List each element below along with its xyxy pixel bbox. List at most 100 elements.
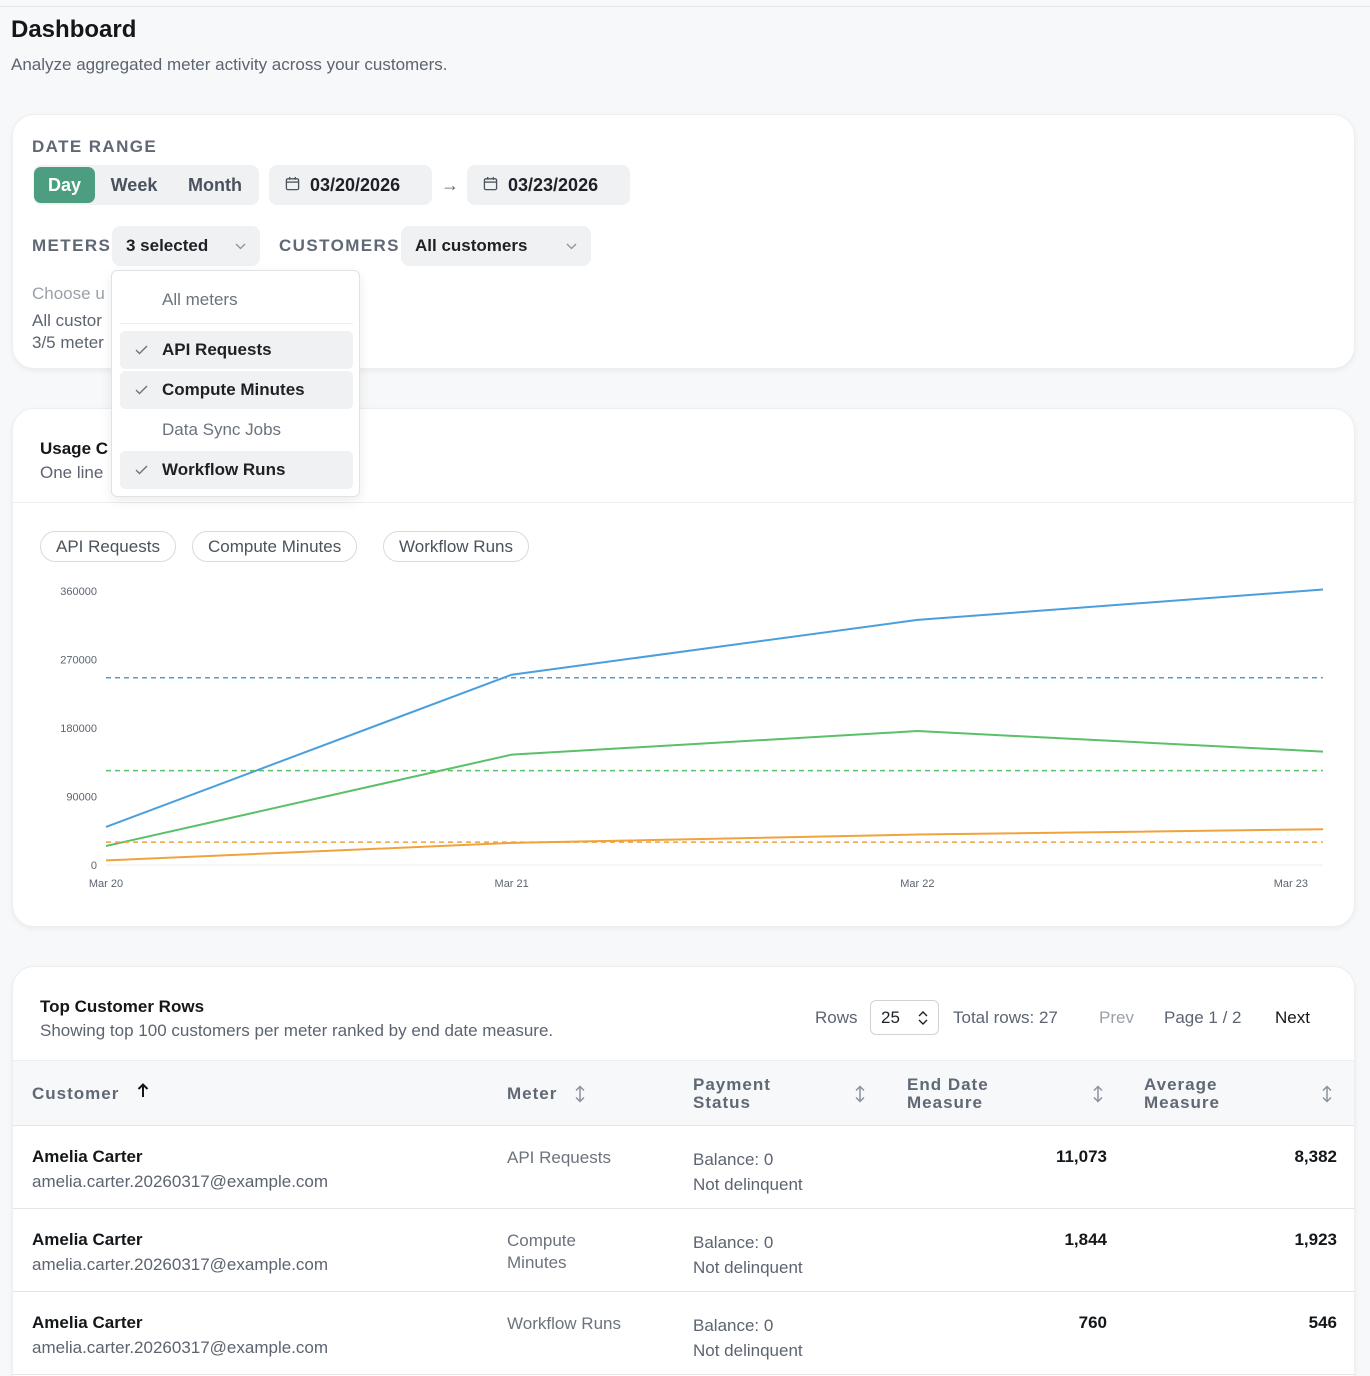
calendar-icon bbox=[285, 175, 300, 196]
series-line-workflow-runs bbox=[105, 828, 1324, 862]
end-date-picker[interactable]: 03/23/2026 bbox=[467, 165, 630, 205]
summary-customers: All custor bbox=[32, 311, 102, 330]
sort-icon[interactable] bbox=[574, 1085, 586, 1108]
chart-divider bbox=[13, 502, 1354, 503]
chevron-down-icon bbox=[566, 239, 577, 253]
table-row[interactable]: Amelia Carter amelia.carter.20260317@exa… bbox=[13, 1210, 1354, 1292]
delinquency-status: Not delinquent bbox=[693, 1341, 803, 1360]
header-line: Payment bbox=[693, 1075, 771, 1094]
header-line: Average bbox=[1144, 1075, 1218, 1094]
y-tick-label: 180000 bbox=[60, 723, 97, 735]
prev-page-button[interactable]: Prev bbox=[1099, 1008, 1134, 1027]
column-header-payment-status[interactable]: Payment Status bbox=[693, 1076, 771, 1112]
x-tick-label: Mar 21 bbox=[495, 878, 529, 890]
meter-name: Compute Minutes bbox=[507, 1231, 576, 1272]
dropdown-item-label: Data Sync Jobs bbox=[162, 420, 282, 439]
y-tick-label: 360000 bbox=[60, 586, 97, 598]
granularity-day-button[interactable]: Day bbox=[34, 167, 95, 203]
column-header-meter[interactable]: Meter bbox=[507, 1084, 558, 1103]
series-line-compute-minutes bbox=[105, 730, 1324, 847]
legend-pill-workflow-runs[interactable]: Workflow Runs bbox=[383, 531, 529, 562]
delinquency-status: Not delinquent bbox=[693, 1258, 803, 1277]
customer-email: amelia.carter.20260317@example.com bbox=[32, 1338, 329, 1357]
payment-status: Balance: 0 Not delinquent bbox=[693, 1147, 803, 1197]
check-icon bbox=[120, 342, 162, 359]
x-tick-label: Mar 23 bbox=[1274, 878, 1308, 890]
arrow-up-icon[interactable] bbox=[137, 1083, 149, 1103]
payment-status: Balance: 0 Not delinquent bbox=[693, 1230, 803, 1280]
column-header-customer[interactable]: Customer bbox=[32, 1084, 120, 1103]
next-page-button[interactable]: Next bbox=[1275, 1008, 1310, 1027]
table-subtitle: Showing top 100 customers per meter rank… bbox=[40, 1021, 554, 1040]
meters-select[interactable]: 3 selected bbox=[112, 226, 260, 266]
dropdown-item-all-meters[interactable]: All meters bbox=[120, 281, 353, 319]
end-date-measure: 1,844 bbox=[1064, 1230, 1107, 1249]
balance: Balance: 0 bbox=[693, 1233, 774, 1252]
sort-icon[interactable] bbox=[854, 1085, 866, 1108]
start-date-picker[interactable]: 03/20/2026 bbox=[269, 165, 432, 205]
dropdown-item-label: Compute Minutes bbox=[162, 380, 305, 399]
average-measure: 8,382 bbox=[1294, 1147, 1337, 1166]
updown-chevron-icon bbox=[918, 1010, 928, 1025]
chevron-down-icon bbox=[235, 239, 246, 253]
dropdown-item-label: All meters bbox=[162, 290, 238, 309]
customers-select[interactable]: All customers bbox=[401, 226, 591, 266]
check-icon bbox=[120, 382, 162, 399]
y-tick-label: 0 bbox=[91, 860, 97, 872]
chart-subtitle: One line bbox=[40, 463, 104, 482]
series-line-api-requests bbox=[105, 588, 1324, 828]
table-row[interactable]: Amelia Carter amelia.carter.20260317@exa… bbox=[13, 1127, 1354, 1209]
dropdown-item-data-sync-jobs[interactable]: Data Sync Jobs bbox=[120, 411, 353, 449]
granularity-week-button[interactable]: Week bbox=[110, 174, 158, 195]
rows-per-page-value: 25 bbox=[881, 1007, 900, 1027]
y-tick-label: 270000 bbox=[60, 655, 97, 667]
payment-status: Balance: 0 Not delinquent bbox=[693, 1313, 803, 1363]
dropdown-item-api-requests[interactable]: API Requests bbox=[120, 331, 353, 369]
sort-icon[interactable] bbox=[1092, 1085, 1104, 1108]
date-range-arrow-icon: → bbox=[441, 175, 459, 195]
check-icon bbox=[120, 462, 162, 479]
granularity-month-button[interactable]: Month bbox=[188, 174, 242, 195]
x-tick-label: Mar 22 bbox=[900, 878, 934, 890]
legend-pill-compute-minutes[interactable]: Compute Minutes bbox=[192, 531, 358, 562]
start-date-value: 03/20/2026 bbox=[310, 174, 401, 195]
dropdown-divider bbox=[120, 323, 353, 324]
column-header-end-date-measure[interactable]: End Date Measure bbox=[907, 1076, 989, 1112]
header-line: Measure bbox=[1144, 1093, 1220, 1112]
summary-meters: 3/5 meter bbox=[32, 333, 104, 352]
average-measure: 1,923 bbox=[1294, 1230, 1337, 1249]
rows-label: Rows bbox=[815, 1008, 858, 1027]
end-date-measure: 11,073 bbox=[1055, 1147, 1107, 1166]
y-tick-label: 90000 bbox=[66, 792, 97, 804]
average-measure: 546 bbox=[1308, 1313, 1337, 1332]
meters-label: METERS bbox=[32, 236, 112, 255]
customer-email: amelia.carter.20260317@example.com bbox=[32, 1255, 329, 1274]
rows-per-page-select[interactable]: 25 bbox=[870, 1000, 939, 1035]
header-line: Measure bbox=[907, 1093, 983, 1112]
customers-select-value: All customers bbox=[415, 236, 528, 255]
granularity-toggle: Day Week Month bbox=[33, 165, 259, 205]
usage-line-chart: 0 90000 180000 270000 360000 Mar 20 Mar 21 Mar … bbox=[60, 586, 1324, 890]
customer-name: Amelia Carter bbox=[32, 1313, 143, 1332]
table-row[interactable]: Amelia Carter amelia.carter.20260317@exa… bbox=[13, 1293, 1354, 1375]
total-rows: Total rows: 27 bbox=[953, 1008, 1058, 1027]
dropdown-item-workflow-runs[interactable]: Workflow Runs bbox=[120, 451, 353, 489]
filter-hint: Choose u bbox=[32, 284, 105, 303]
meter-name: API Requests bbox=[507, 1148, 611, 1167]
customers-label: CUSTOMERS bbox=[279, 236, 400, 255]
table-title: Top Customer Rows bbox=[40, 997, 205, 1016]
sort-icon[interactable] bbox=[1321, 1085, 1333, 1108]
column-header-average-measure[interactable]: Average Measure bbox=[1144, 1076, 1220, 1112]
end-date-measure: 760 bbox=[1078, 1313, 1107, 1332]
customer-name: Amelia Carter bbox=[32, 1230, 143, 1249]
page-subtitle: Analyze aggregated meter activity across… bbox=[11, 55, 448, 74]
table-header: Customer Meter Payment Status End Date M… bbox=[13, 1060, 1354, 1126]
customer-name: Amelia Carter bbox=[32, 1147, 143, 1166]
dropdown-item-label: Workflow Runs bbox=[162, 460, 286, 479]
legend-pill-api-requests[interactable]: API Requests bbox=[40, 531, 176, 562]
dropdown-item-compute-minutes[interactable]: Compute Minutes bbox=[120, 371, 353, 409]
balance: Balance: 0 bbox=[693, 1316, 774, 1335]
end-date-value: 03/23/2026 bbox=[508, 174, 599, 195]
customer-email: amelia.carter.20260317@example.com bbox=[32, 1172, 329, 1191]
meter-name: Workflow Runs bbox=[507, 1314, 621, 1333]
